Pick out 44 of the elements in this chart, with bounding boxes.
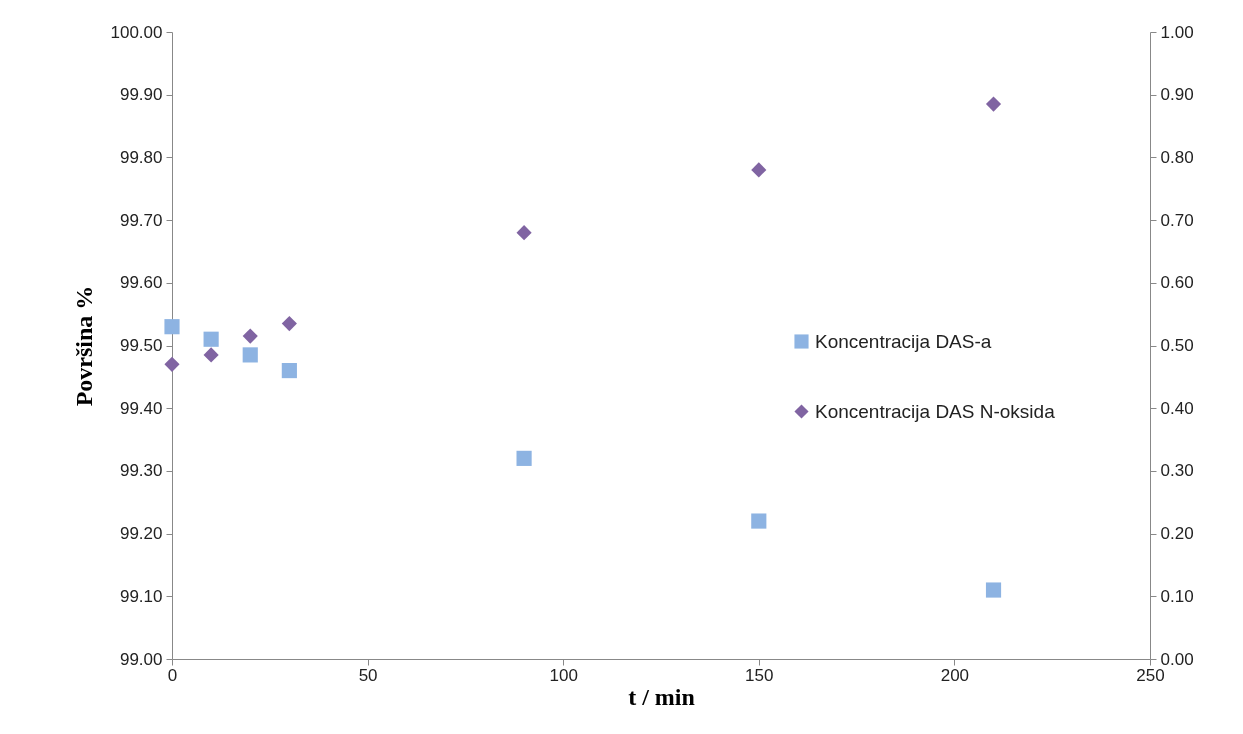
y-tick-label: 99.70 <box>119 210 163 230</box>
y-tick-label: 99.80 <box>119 147 163 167</box>
y-tick-label: 99.20 <box>119 524 163 544</box>
point <box>751 513 767 529</box>
y-tick-label: 99.60 <box>119 273 163 293</box>
point <box>164 356 180 372</box>
y2-tick-label: 1.00 <box>1160 22 1194 42</box>
x-tick-label: 50 <box>358 665 378 685</box>
point <box>203 331 219 347</box>
point <box>516 225 532 241</box>
y-tick-label: 99.00 <box>119 649 163 669</box>
y-tick-label: 99.90 <box>119 85 163 105</box>
y-tick-label: 99.30 <box>119 461 163 481</box>
y2-tick-label: 0.60 <box>1160 273 1194 293</box>
y-axis-title: Površina % <box>70 285 97 407</box>
point <box>985 582 1002 598</box>
x-tick-label: 100 <box>549 665 578 685</box>
x-tick-label: 200 <box>940 665 970 685</box>
y-tick-label: 99.10 <box>119 586 163 606</box>
legend-label: Koncentracija DAS N-oksida <box>815 400 1056 422</box>
y-tick-label: 99.40 <box>119 398 163 418</box>
point <box>242 347 258 363</box>
y2-tick-label: 0.90 <box>1160 85 1194 105</box>
y2-tick-label: 0.20 <box>1160 524 1194 544</box>
y2-tick-label: 0.50 <box>1160 336 1194 355</box>
point <box>281 363 297 379</box>
y2-tick-label: 0.40 <box>1160 398 1194 418</box>
y2-tick-label: 0.80 <box>1160 147 1194 167</box>
x-tick-label: 0 <box>167 665 178 685</box>
point <box>242 328 258 344</box>
point <box>203 347 219 363</box>
point <box>164 319 180 335</box>
point <box>516 450 532 466</box>
x-axis-title: t / min <box>628 683 695 710</box>
y-tick-label: 99.50 <box>119 336 163 355</box>
point <box>985 96 1002 112</box>
y-tick-label: 100.00 <box>110 22 163 42</box>
point <box>281 315 297 332</box>
x-tick-label: 150 <box>745 665 774 685</box>
y2-tick-label: 0.70 <box>1160 210 1194 230</box>
point <box>751 162 767 178</box>
legend-label: Koncentracija DAS-a <box>815 330 992 352</box>
y2-tick-label: 0.10 <box>1160 586 1194 606</box>
y2-tick-label: 0.30 <box>1160 461 1194 481</box>
